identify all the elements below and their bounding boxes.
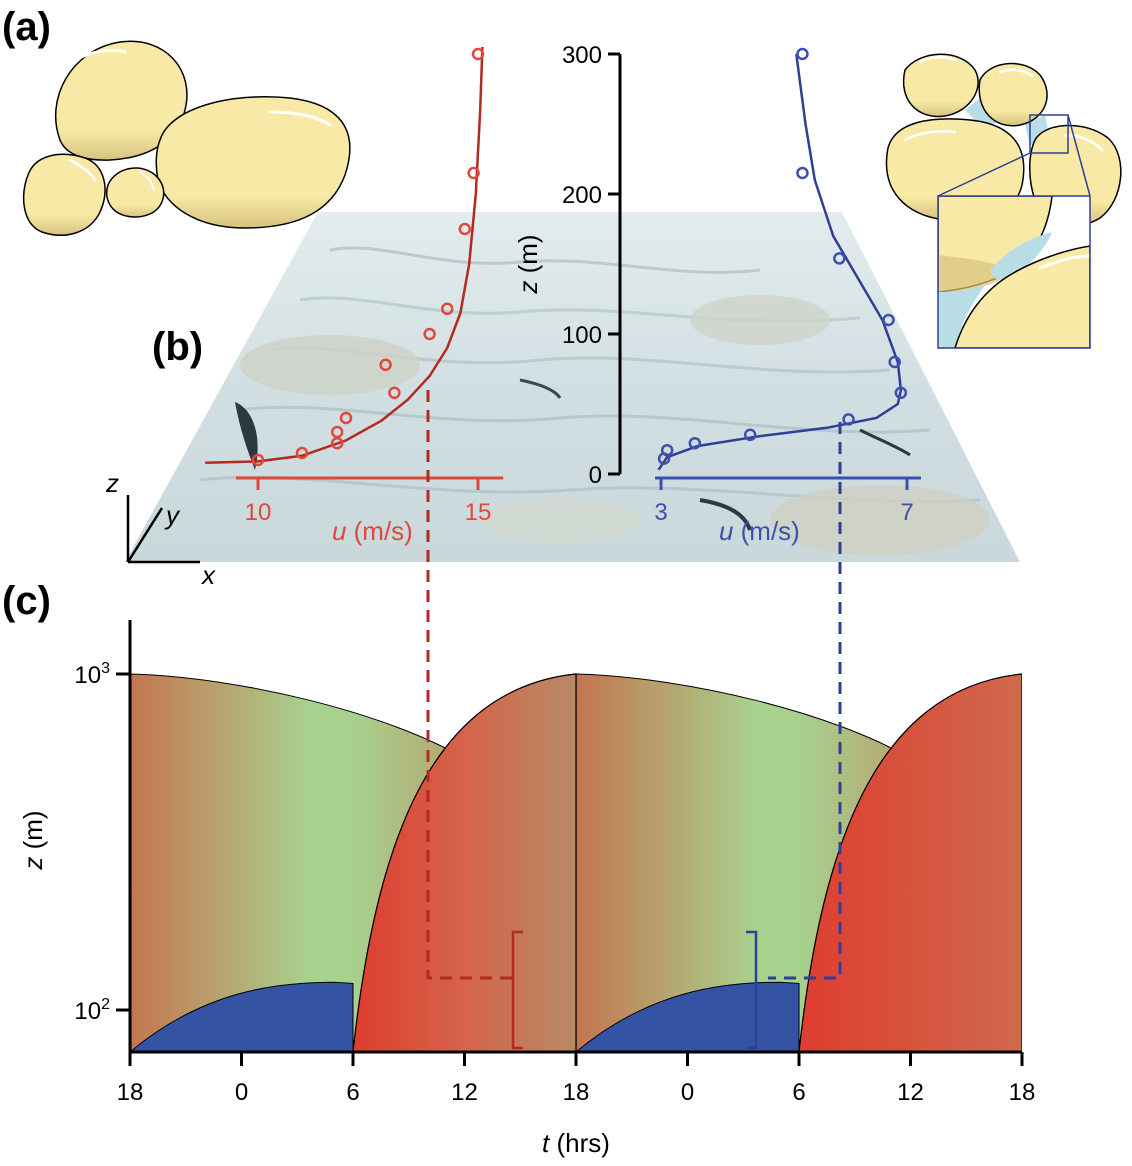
y-tick-label: 100 [562, 322, 602, 349]
x-tick-label: 0 [235, 1079, 248, 1106]
triad-x-label: x [200, 560, 216, 590]
data-point [330, 425, 344, 439]
panel-label-b: (b) [152, 325, 203, 369]
x-axis-label: t (hrs) [542, 1128, 610, 1158]
x-axis-label: u (m/s) [719, 516, 800, 546]
x-tick-label: 3 [654, 499, 667, 526]
stable-layer-region [575, 981, 800, 1052]
data-point [833, 252, 846, 265]
x-tick-label: 0 [681, 1079, 694, 1106]
dry-grains-illustration [22, 40, 351, 236]
zoom-box [1029, 114, 1069, 154]
boundary-layer-diagram: 18 0 6 12 18 0 6 12 18 t (hrs) 103 102 z (m) [18, 620, 1035, 1158]
x-tick-label: 18 [117, 1079, 144, 1106]
x-tick-label: 6 [792, 1079, 805, 1106]
dune-field-surface [125, 212, 1020, 562]
x-tick-label: 12 [451, 1079, 478, 1106]
y-tick-label: 103 [74, 660, 110, 689]
data-point [379, 358, 392, 372]
data-point [467, 166, 480, 180]
profile-left-red: 10 15 u (m/s) [205, 46, 504, 546]
profile-right-blue: 3 7 u (m/s) 0 100 200 300 z (m) [513, 42, 921, 546]
panel-label-c: (c) [2, 579, 51, 623]
data-point [660, 443, 674, 457]
x-tick-label: 10 [245, 499, 272, 526]
dashed-connectors [426, 390, 842, 1050]
data-point [842, 413, 855, 426]
stable-layer-region [130, 981, 354, 1052]
y-tick-label: 200 [562, 182, 602, 209]
data-point [458, 222, 472, 236]
x-tick-label: 18 [1009, 1079, 1036, 1106]
data-point [888, 355, 901, 369]
x-tick-label: 18 [563, 1079, 590, 1106]
y-tick-label: 0 [589, 462, 602, 489]
panel-label-a: (a) [2, 5, 51, 49]
x-axis-label: u (m/s) [332, 516, 413, 546]
data-point [339, 411, 353, 425]
data-point [743, 428, 757, 442]
axis-triad: z y x [105, 468, 216, 590]
y-axis-label: z (m) [18, 810, 48, 870]
x-tick-label: 15 [465, 499, 492, 526]
convective-layer-region [798, 673, 1022, 1052]
data-point [423, 327, 436, 341]
triad-z-label: z [105, 468, 119, 498]
data-point [471, 47, 485, 61]
data-point [882, 313, 895, 327]
fit-curve [657, 53, 903, 471]
data-point [796, 47, 809, 61]
y-axis-label: z (m) [513, 234, 543, 294]
plot-area [130, 673, 1022, 1052]
data-point [440, 302, 454, 316]
data-point [388, 386, 401, 400]
triad-y-label: y [164, 500, 181, 530]
y-tick-label: 300 [562, 42, 602, 69]
y-tick-label: 102 [74, 996, 110, 1025]
data-point [688, 436, 702, 450]
x-tick-label: 6 [346, 1079, 359, 1106]
data-point [295, 446, 309, 460]
liquid-bridge-inset [938, 196, 1090, 348]
x-tick-label: 7 [900, 499, 913, 526]
data-point [894, 386, 908, 400]
data-point [796, 166, 809, 180]
x-tick-label: 12 [897, 1079, 924, 1106]
data-point [251, 453, 265, 467]
fit-curve [205, 46, 484, 465]
wet-grains-illustration [885, 53, 1122, 349]
